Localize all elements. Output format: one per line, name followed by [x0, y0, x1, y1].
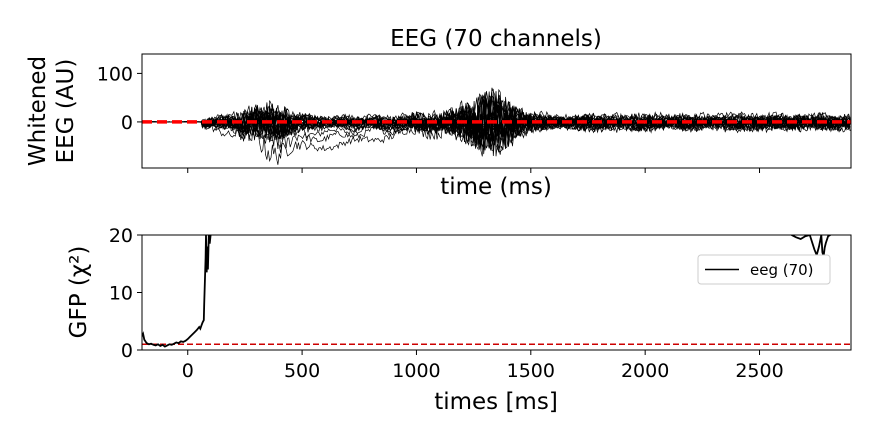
- gfp-series: [142, 235, 831, 348]
- gfp-xtick-label: 1000: [392, 360, 440, 382]
- eeg-channel-trace: [142, 105, 851, 157]
- eeg-panel: EEG (70 channels) 0 100 Whitened EEG (AU)…: [25, 26, 852, 200]
- gfp-ytick-label: 0: [121, 340, 133, 362]
- gfp-xtick-label: 0: [182, 360, 194, 382]
- gfp-axes-frame: [141, 234, 852, 351]
- eeg-ytick-label: 100: [97, 63, 133, 85]
- eeg-traces: [142, 87, 851, 165]
- gfp-xtick-label: 500: [284, 360, 320, 382]
- gfp-xtick-label: 2000: [621, 360, 669, 382]
- eeg-ylabel-line1: Whitened: [25, 56, 51, 166]
- gfp-xticks: 0 500 1000 1500 2000 2500: [182, 350, 784, 382]
- legend-box: [697, 254, 831, 285]
- gfp-xtick-label: 1500: [507, 360, 555, 382]
- eeg-xticks: [187, 168, 761, 173]
- gfp-series-line: [791, 235, 831, 258]
- eeg-channel-trace: [142, 100, 851, 152]
- gfp-ylabel: GFP (χ²): [66, 246, 92, 339]
- eeg-yticks: 0 100: [97, 63, 142, 134]
- eeg-ytick-label: 0: [121, 112, 133, 134]
- gfp-legend: eeg (70): [697, 254, 831, 285]
- gfp-ytick-label: 20: [109, 225, 133, 247]
- gfp-ytick-label: 10: [109, 283, 133, 305]
- gfp-panel: 0 10 20 0 500 1000 1500 2000 2500 GFP (χ²) time…: [66, 225, 852, 415]
- gfp-xlabel: times [ms]: [434, 389, 558, 415]
- eeg-title: EEG (70 channels): [390, 26, 602, 52]
- legend-label: eeg (70): [750, 261, 814, 279]
- gfp-yticks: 0 10 20: [109, 225, 142, 362]
- eeg-ylabel-line2: EEG (AU): [53, 59, 79, 164]
- eeg-axes-frame: [141, 53, 852, 169]
- eeg-channel-trace: [142, 96, 851, 155]
- gfp-xtick-label: 2500: [735, 360, 783, 382]
- eeg-xlabel: time (ms): [440, 174, 552, 200]
- gfp-series-line: [142, 235, 212, 348]
